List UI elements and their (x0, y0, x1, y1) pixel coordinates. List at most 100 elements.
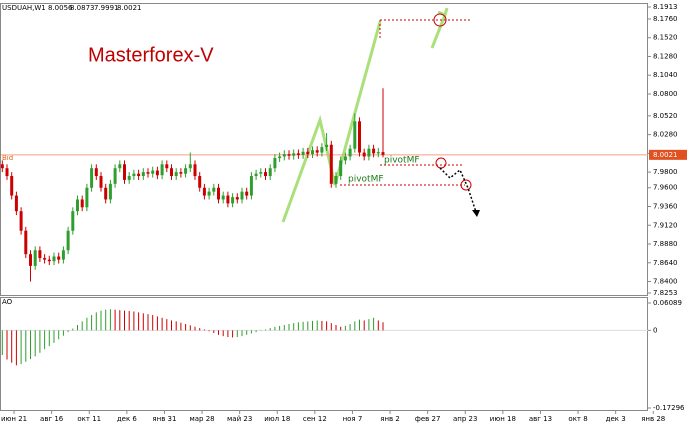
candle-body (235, 197, 239, 200)
y-tick-label: 7.9120 (653, 221, 678, 229)
candle-body (137, 173, 141, 177)
candle-body (193, 164, 197, 177)
candle-body (188, 164, 192, 169)
candle-body (24, 230, 28, 255)
candle-body (33, 250, 37, 266)
trend-lines (281, 21, 382, 223)
y-tick-label: 8.1040 (653, 71, 678, 79)
y-tick-label: 7.9360 (653, 202, 678, 210)
candle-body (104, 187, 108, 200)
candle-body (217, 187, 220, 200)
y-tick-label: 7.8640 (653, 259, 678, 267)
candle-body (66, 230, 70, 251)
candle-body (108, 183, 112, 200)
x-tick-label: авг 13 (529, 415, 552, 423)
x-tick-label: июн 21 (1, 415, 27, 423)
candle-body (38, 250, 42, 259)
x-tick-label: май 23 (227, 415, 252, 423)
candle-body (358, 121, 361, 153)
candle-body (94, 168, 98, 177)
candle-body (71, 211, 75, 231)
forecast-arrow (439, 167, 477, 213)
y-tick-label: 8.0520 (653, 112, 678, 120)
candle-body (198, 176, 202, 188)
candle-body (19, 211, 23, 231)
x-tick-label: июл 18 (264, 415, 290, 423)
candle-body (292, 153, 296, 156)
candle-body (184, 168, 188, 174)
candle-body (174, 172, 178, 177)
candle-body (57, 256, 61, 260)
candle-body (76, 199, 79, 212)
candle-body (155, 170, 159, 176)
candle-body (170, 168, 173, 177)
candle-body (259, 172, 263, 174)
candle-body (141, 172, 145, 177)
candle-body (325, 144, 329, 148)
x-tick-label: июн 18 (490, 415, 516, 423)
x-tick-label: авг 16 (40, 415, 64, 423)
chart-title: Masterforex-V (88, 44, 214, 66)
bid-price: 8.0021 (653, 151, 678, 159)
candle-body (85, 187, 89, 208)
candle-body (52, 256, 56, 262)
circle-marker (460, 179, 472, 191)
header-low: 7.9991 (94, 4, 119, 12)
candle-body (301, 151, 305, 155)
candle-body (132, 173, 136, 177)
y-tick-label: 8.0280 (653, 131, 678, 139)
candle-body (329, 144, 333, 184)
candle-body (282, 154, 286, 157)
header-high: 8.0873 (70, 4, 95, 12)
x-tick-label: янв 28 (641, 415, 665, 423)
candle-body (146, 172, 150, 174)
y-tick-label: 0 (653, 326, 657, 334)
indicator-frame (0, 297, 648, 411)
y-tick-label: 0.06089 (653, 299, 682, 307)
y-tick-label: 8.1913 (653, 3, 678, 11)
y-tick-label: 7.8400 (653, 278, 678, 286)
y-tick-label: 7.8880 (653, 240, 678, 248)
x-tick-label: дек 6 (117, 415, 138, 423)
candle-body (334, 176, 338, 184)
candle-body (315, 150, 319, 153)
candle-body (287, 154, 291, 156)
candle-body (296, 153, 300, 155)
candle-body (264, 172, 267, 177)
header-close: 8.0021 (117, 4, 142, 12)
y-tick-label: 8.1520 (653, 34, 678, 42)
y-tick-label: 7.9600 (653, 184, 678, 192)
candle-body (273, 158, 277, 169)
main-frame (0, 3, 648, 296)
candle-body (212, 187, 216, 192)
candle-body (151, 170, 155, 174)
candle-body (5, 168, 9, 177)
candle-body (179, 172, 183, 174)
candle-body (268, 168, 272, 177)
candle-body (376, 152, 380, 154)
candle-body (221, 195, 225, 200)
circle-marker (435, 157, 447, 169)
candle-body (99, 176, 103, 188)
trend-arrow (430, 14, 447, 49)
candle-body (348, 148, 352, 157)
y-tick-label: 8.1760 (653, 15, 678, 23)
trend-arrow-head (437, 7, 449, 18)
candle-body (343, 156, 347, 161)
x-tick-label: мар 28 (189, 415, 214, 423)
x-tick-label: ноя 7 (343, 415, 363, 423)
candle-body (240, 191, 244, 200)
x-tick-label: апр 23 (453, 415, 477, 423)
candle-body (362, 152, 366, 157)
candle-body (61, 250, 65, 260)
candle-body (165, 164, 169, 169)
bid-label: Bid (2, 154, 13, 162)
candle-body (372, 148, 376, 154)
symbol: USDUAH,W1 (2, 4, 46, 12)
candle-body (207, 191, 211, 196)
y-tick-label: 7.8253 (653, 289, 678, 297)
candle-body (29, 254, 32, 266)
candle-body (306, 151, 310, 155)
arrow-head (472, 210, 480, 217)
